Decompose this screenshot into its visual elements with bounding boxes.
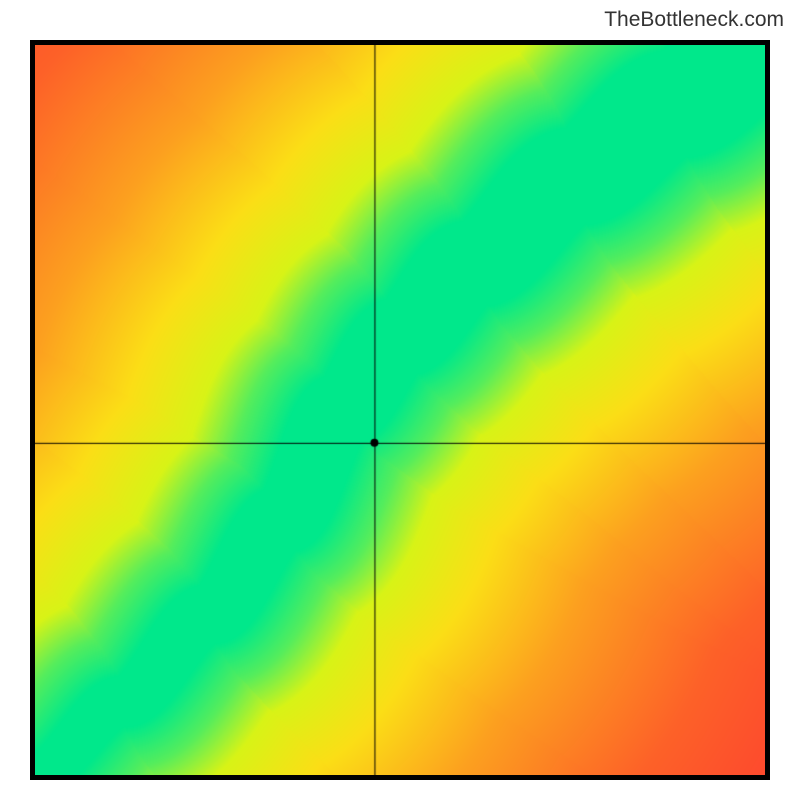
crosshair-overlay	[35, 45, 765, 775]
watermark-text: TheBottleneck.com	[604, 8, 784, 32]
chart-container: TheBottleneck.com	[0, 0, 800, 800]
